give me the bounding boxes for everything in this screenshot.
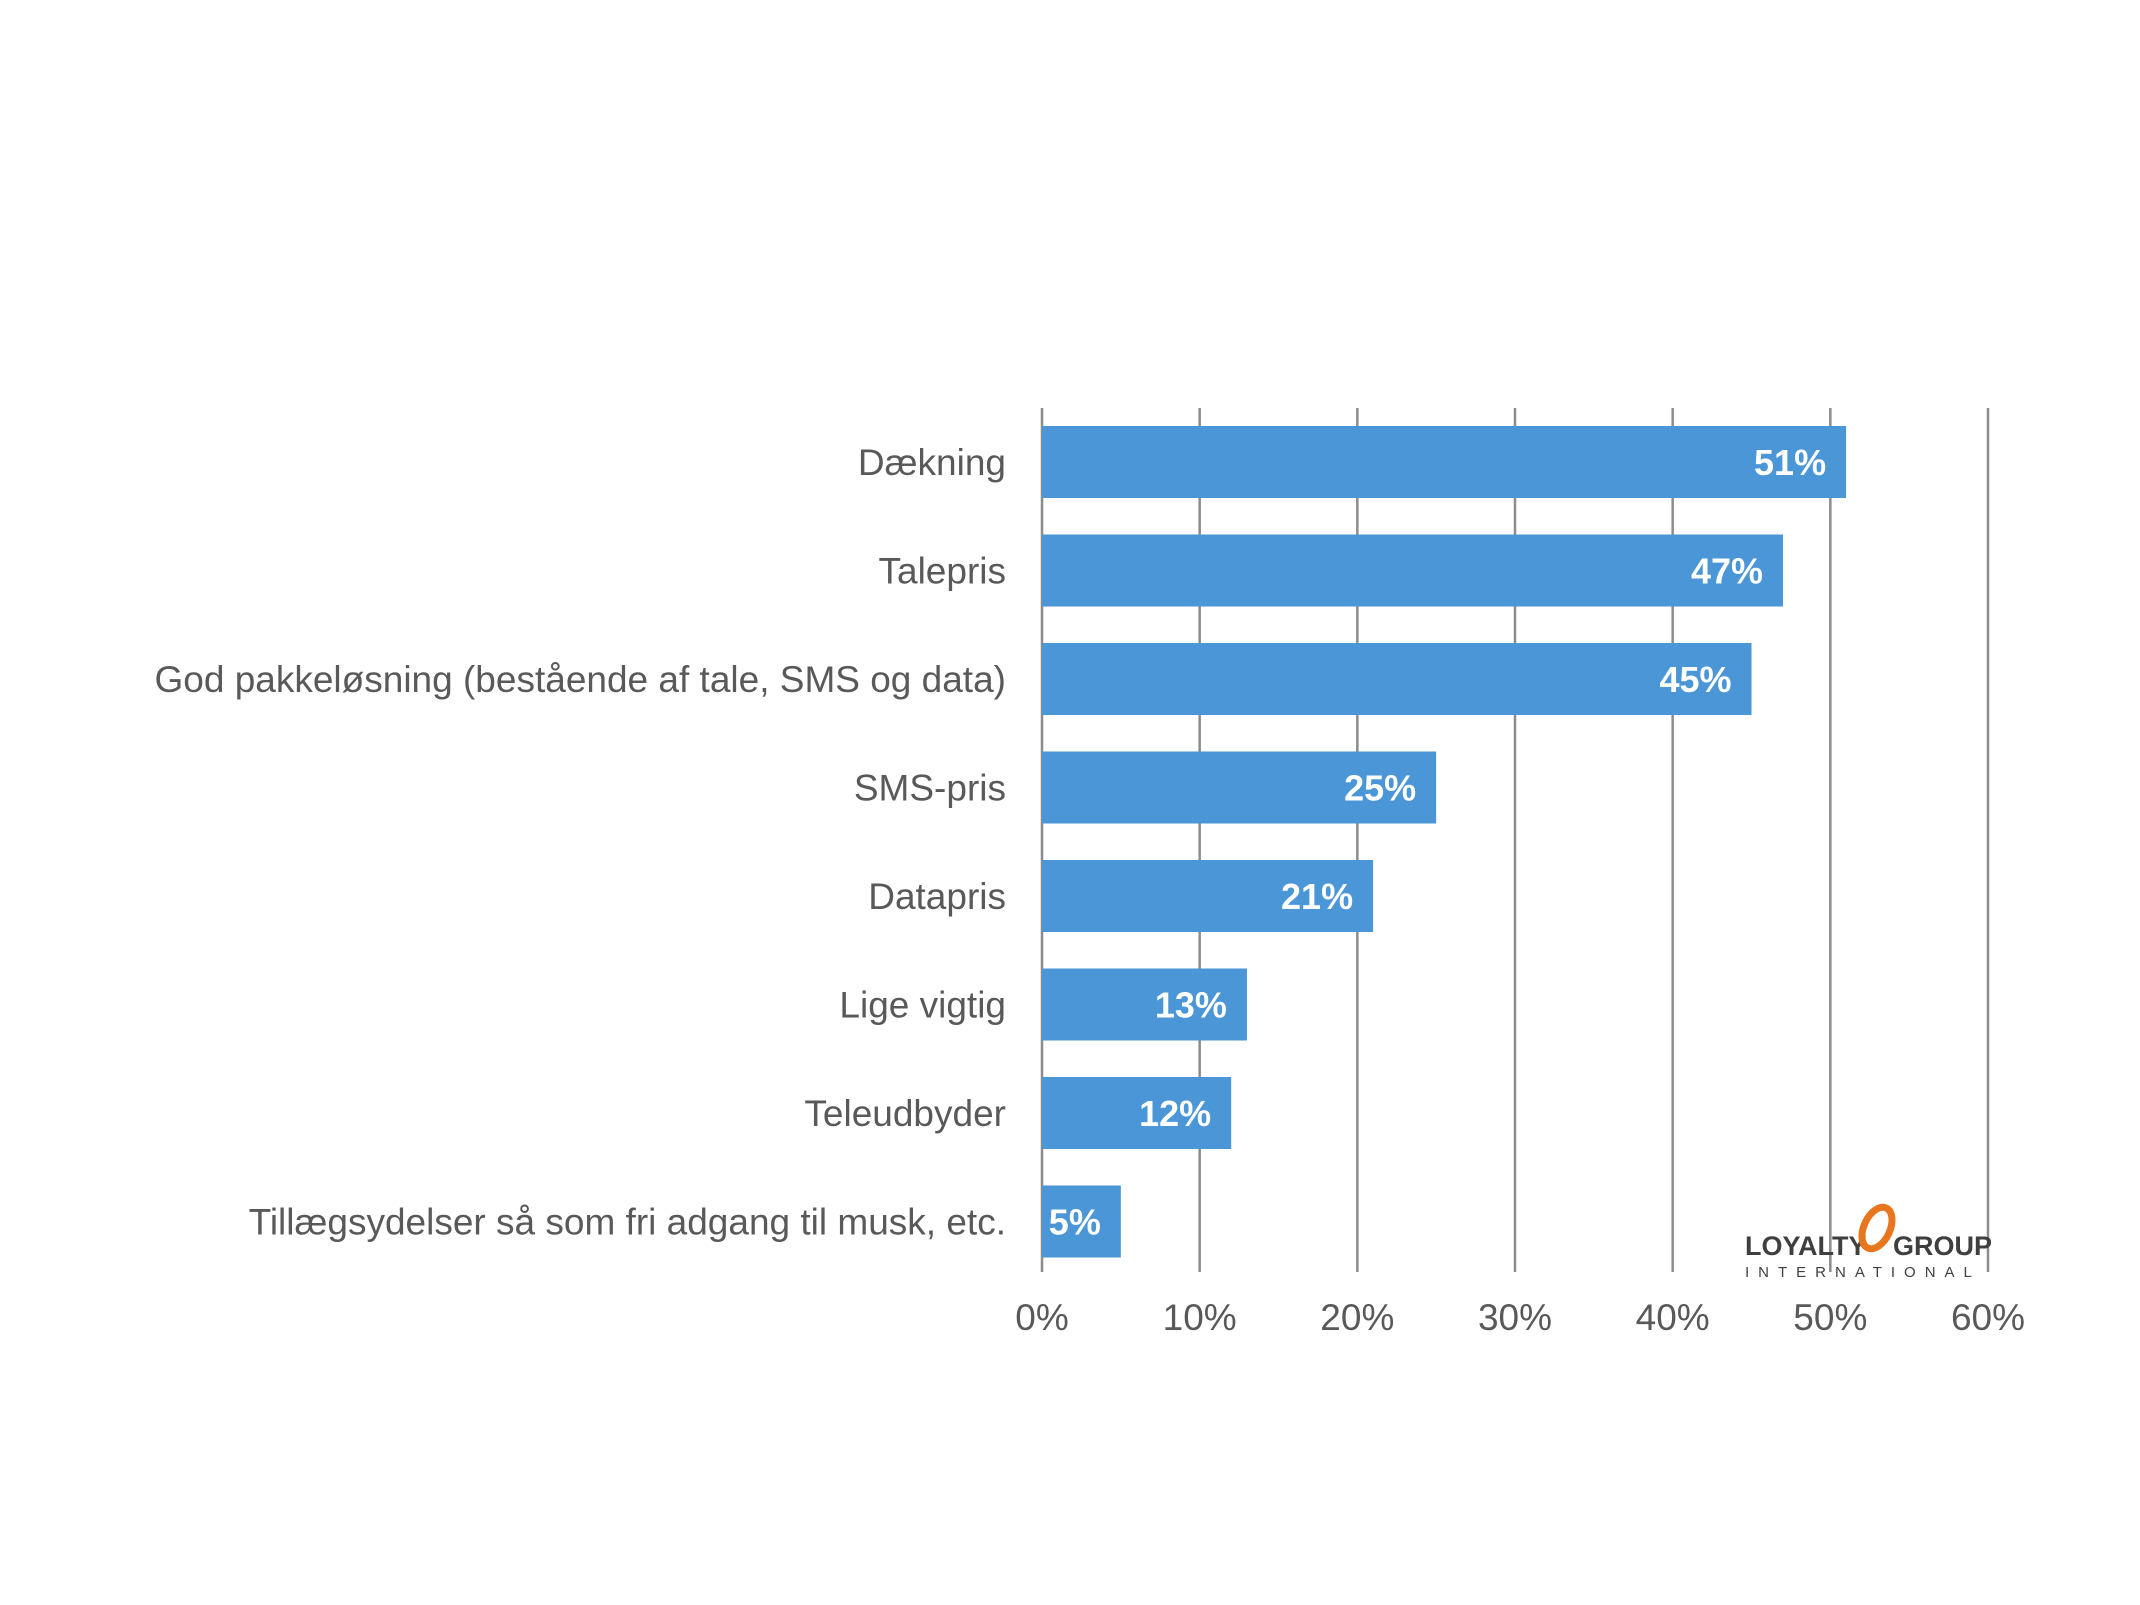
category-label: God pakkeløsning (bestående af tale, SMS…	[154, 659, 1006, 700]
x-tick-label: 60%	[1951, 1297, 2025, 1338]
bar	[1042, 860, 1374, 932]
category-label: Teleudbyder	[804, 1093, 1006, 1134]
category-label: Lige vigtig	[839, 985, 1006, 1026]
loyalty-group-logo: LOYALTY GROUP INTERNATIONAL	[1745, 1203, 1992, 1281]
data-label: 12%	[1139, 1093, 1211, 1134]
category-labels: Dækning Talepris God pakkeløsning (beståen…	[154, 442, 1006, 1243]
x-tick-label: 10%	[1163, 1297, 1237, 1338]
logo-o-mark	[1858, 1203, 1896, 1253]
data-label: 47%	[1691, 551, 1763, 592]
x-tick-label: 20%	[1320, 1297, 1394, 1338]
x-tick-label: 0%	[1015, 1297, 1068, 1338]
category-label: Dækning	[858, 442, 1006, 483]
data-label: 5%	[1049, 1202, 1101, 1243]
category-label: Talepris	[879, 551, 1007, 592]
bar	[1042, 534, 1784, 607]
bar	[1042, 1077, 1232, 1149]
data-label: 45%	[1659, 659, 1731, 700]
x-tick-label: 50%	[1793, 1297, 1867, 1338]
category-label: SMS-pris	[854, 768, 1006, 809]
logo-word-left: LOYALTY	[1745, 1231, 1867, 1261]
bar	[1042, 426, 1847, 498]
x-tick-label: 40%	[1636, 1297, 1710, 1338]
bar	[1042, 643, 1752, 715]
bar	[1042, 968, 1247, 1041]
bars: 51% 47% 45% 25% 21% 13% 12% 5%	[1042, 426, 1847, 1258]
x-axis-ticks: 0% 10% 20% 30% 40% 50% 60%	[1015, 1297, 2025, 1338]
data-label: 51%	[1754, 442, 1826, 483]
x-tick-label: 30%	[1478, 1297, 1552, 1338]
category-label: Datapris	[868, 876, 1006, 917]
logo-word-right: GROUP	[1893, 1231, 1992, 1261]
bar	[1042, 751, 1437, 824]
bar	[1042, 1185, 1121, 1258]
category-label: Tillægsydelser så som fri adgang til mus…	[249, 1202, 1006, 1243]
logo-subline: INTERNATIONAL	[1745, 1264, 1981, 1281]
data-label: 13%	[1155, 985, 1227, 1026]
data-label: 21%	[1281, 876, 1353, 917]
data-label: 25%	[1344, 768, 1416, 809]
